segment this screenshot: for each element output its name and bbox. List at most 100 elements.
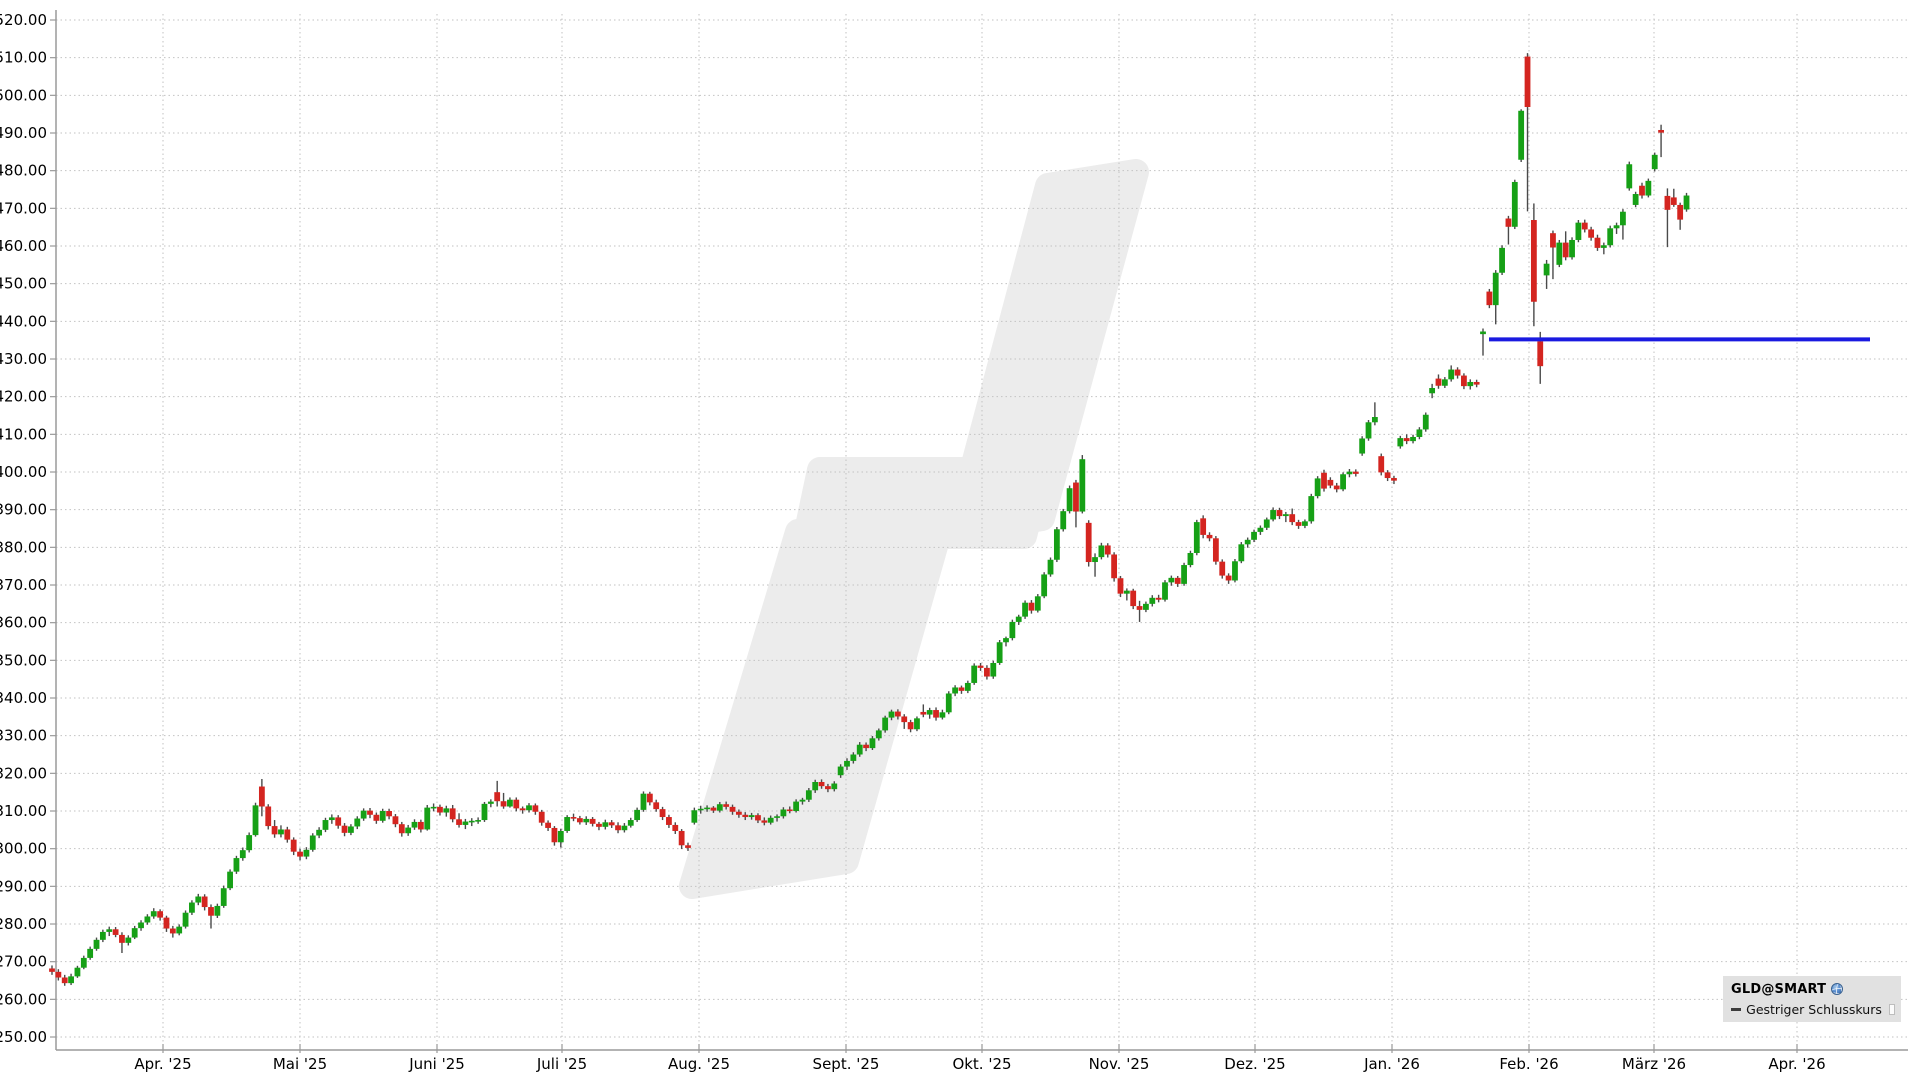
candle[interactable] bbox=[634, 809, 641, 821]
candle[interactable] bbox=[678, 830, 685, 846]
candle[interactable] bbox=[615, 825, 621, 831]
candle[interactable] bbox=[138, 922, 144, 929]
candle[interactable] bbox=[1639, 185, 1645, 196]
candle[interactable] bbox=[1441, 379, 1448, 386]
candle[interactable] bbox=[1581, 222, 1588, 230]
candle[interactable] bbox=[437, 806, 443, 813]
candle[interactable] bbox=[1473, 381, 1480, 385]
candle[interactable] bbox=[723, 804, 730, 807]
candle[interactable] bbox=[996, 642, 1003, 663]
candle[interactable] bbox=[252, 805, 259, 836]
candle[interactable] bbox=[284, 829, 291, 840]
candle[interactable] bbox=[1111, 554, 1118, 579]
candle[interactable] bbox=[1155, 597, 1162, 600]
candle[interactable] bbox=[303, 849, 310, 857]
candle[interactable] bbox=[246, 835, 253, 851]
candle[interactable] bbox=[1022, 602, 1028, 617]
candle[interactable] bbox=[106, 929, 113, 932]
candle[interactable] bbox=[608, 822, 615, 826]
candle[interactable] bbox=[1079, 459, 1086, 512]
candle[interactable] bbox=[99, 931, 106, 940]
candle[interactable] bbox=[1034, 596, 1041, 611]
candle[interactable] bbox=[1295, 522, 1302, 526]
candle[interactable] bbox=[602, 822, 609, 827]
candle[interactable] bbox=[1556, 242, 1563, 265]
candle[interactable] bbox=[1391, 478, 1397, 481]
candle[interactable] bbox=[1257, 527, 1264, 532]
candle[interactable] bbox=[971, 665, 978, 683]
candle[interactable] bbox=[570, 817, 577, 819]
candle[interactable] bbox=[1066, 488, 1073, 512]
candle[interactable] bbox=[1677, 204, 1684, 220]
candle[interactable] bbox=[1276, 510, 1283, 517]
candle[interactable] bbox=[767, 817, 774, 823]
candle[interactable] bbox=[793, 801, 800, 812]
candle[interactable] bbox=[755, 815, 761, 821]
candle[interactable] bbox=[538, 811, 545, 823]
candle[interactable] bbox=[125, 937, 132, 943]
candle[interactable] bbox=[716, 804, 723, 811]
candle[interactable] bbox=[653, 802, 660, 810]
candle[interactable] bbox=[729, 806, 736, 812]
candle[interactable] bbox=[208, 907, 214, 916]
legend[interactable]: GLD@SMART Gestriger Schlusskurs bbox=[1723, 976, 1901, 1022]
candle[interactable] bbox=[1416, 429, 1423, 437]
candle[interactable] bbox=[1333, 485, 1340, 490]
candle[interactable] bbox=[1607, 228, 1614, 246]
candle[interactable] bbox=[761, 820, 768, 823]
candle[interactable] bbox=[1212, 538, 1219, 562]
candle[interactable] bbox=[532, 805, 539, 812]
candle[interactable] bbox=[220, 888, 227, 906]
candle[interactable] bbox=[1620, 211, 1626, 226]
candle[interactable] bbox=[1340, 474, 1346, 490]
candle[interactable] bbox=[1645, 180, 1652, 196]
candle[interactable] bbox=[526, 805, 532, 811]
candle[interactable] bbox=[462, 821, 469, 825]
candle[interactable] bbox=[685, 845, 691, 848]
candle[interactable] bbox=[894, 711, 901, 717]
candle[interactable] bbox=[1123, 590, 1130, 594]
candle[interactable] bbox=[1092, 557, 1098, 563]
candle[interactable] bbox=[1518, 110, 1525, 160]
candle[interactable] bbox=[500, 801, 507, 807]
candle[interactable] bbox=[182, 912, 189, 927]
candle[interactable] bbox=[1403, 438, 1410, 442]
candle[interactable] bbox=[1130, 590, 1137, 607]
candle[interactable] bbox=[1562, 242, 1569, 258]
candle[interactable] bbox=[468, 820, 475, 823]
candle[interactable] bbox=[49, 968, 55, 972]
candle[interactable] bbox=[1232, 561, 1238, 581]
candle[interactable] bbox=[328, 817, 335, 821]
candle[interactable] bbox=[1225, 575, 1232, 581]
candle[interactable] bbox=[1365, 422, 1372, 439]
candle[interactable] bbox=[812, 782, 819, 791]
candle[interactable] bbox=[1181, 565, 1187, 584]
candle[interactable] bbox=[589, 818, 596, 824]
candle[interactable] bbox=[227, 871, 233, 889]
candle[interactable] bbox=[1047, 559, 1054, 575]
candle[interactable] bbox=[564, 817, 571, 831]
candle[interactable] bbox=[1085, 522, 1092, 563]
candle[interactable] bbox=[1651, 154, 1658, 170]
candle[interactable] bbox=[214, 905, 221, 916]
candle[interactable] bbox=[189, 902, 195, 913]
candle[interactable] bbox=[417, 821, 424, 830]
candle[interactable] bbox=[430, 806, 437, 809]
candle[interactable] bbox=[475, 820, 482, 822]
candle[interactable] bbox=[1410, 436, 1416, 442]
candle[interactable] bbox=[424, 807, 431, 830]
candle[interactable] bbox=[1530, 220, 1537, 302]
candle[interactable] bbox=[1219, 561, 1226, 576]
candle[interactable] bbox=[131, 928, 138, 938]
candle[interactable] bbox=[666, 817, 672, 825]
candle[interactable] bbox=[1321, 472, 1327, 489]
candle[interactable] bbox=[1238, 544, 1245, 562]
candle[interactable] bbox=[278, 829, 284, 835]
candle[interactable] bbox=[786, 809, 793, 812]
candle[interactable] bbox=[596, 823, 602, 827]
candle[interactable] bbox=[367, 810, 373, 815]
candle[interactable] bbox=[1098, 545, 1105, 558]
candle[interactable] bbox=[672, 824, 679, 831]
candle[interactable] bbox=[1594, 237, 1601, 248]
candle[interactable] bbox=[144, 916, 151, 923]
